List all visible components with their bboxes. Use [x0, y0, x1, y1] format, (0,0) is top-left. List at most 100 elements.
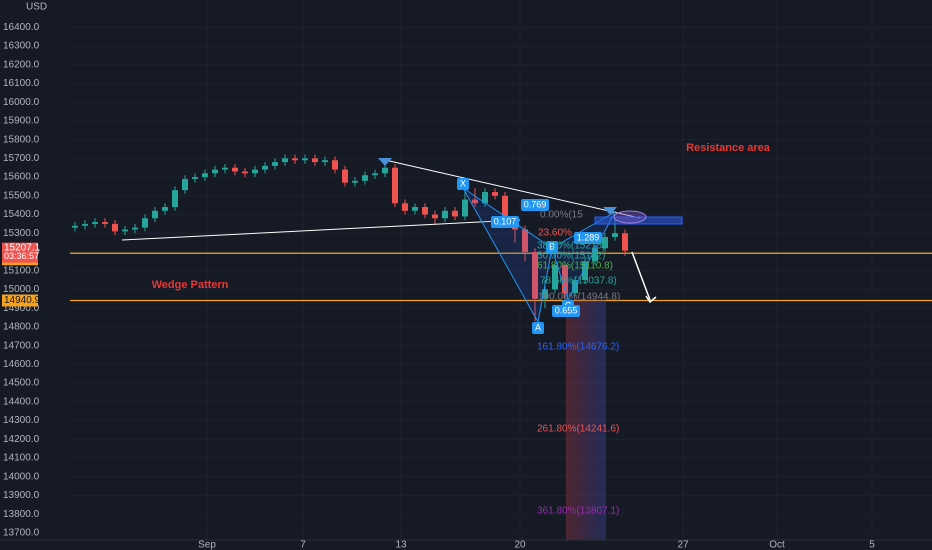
x-tick-label: Sep [198, 540, 216, 550]
pattern-label: B [549, 241, 555, 251]
candle-body [362, 175, 368, 181]
candle-body [132, 227, 138, 230]
fib-label: 161.80%(14676.2) [537, 342, 619, 353]
y-tick-label: 15000.0 [3, 284, 40, 295]
y-tick-label: 16300.0 [3, 41, 40, 52]
candle-body [102, 222, 108, 224]
countdown: 03:36:57 [4, 251, 39, 261]
y-tick-label: 13800.0 [3, 509, 40, 520]
resistance-box [594, 216, 683, 225]
x-tick-label: 27 [677, 540, 689, 550]
arrow-head [645, 295, 657, 304]
candle-body [182, 178, 188, 191]
pattern-label: 0.107 [494, 216, 517, 226]
candle-body [412, 207, 418, 211]
projection-band [566, 300, 606, 540]
y-tick-label: 14600.0 [3, 359, 40, 370]
y-tick-label: 16400.0 [3, 22, 40, 33]
candle-body [402, 203, 408, 211]
candle-body [92, 222, 98, 224]
pattern-tag [532, 322, 544, 334]
candle-body [142, 218, 148, 228]
pattern-label: A [535, 322, 541, 332]
candle-body [352, 180, 358, 183]
candle-body [382, 167, 388, 174]
candle-body [622, 233, 628, 251]
fib-label: 50.00%(15162) [537, 251, 605, 262]
y-tick-label: 15400.0 [3, 209, 40, 220]
y-tick-label: 14900.0 [3, 303, 40, 314]
level-label: 14940.9 [4, 295, 41, 306]
last-price-tag [2, 242, 38, 263]
x-tick-label: 5 [869, 540, 875, 550]
candle-body [152, 210, 158, 219]
candle-body [422, 207, 428, 215]
candle-body [292, 158, 298, 161]
candle-body [462, 199, 468, 217]
pattern-tag [491, 216, 519, 228]
x-tick-label: 7 [300, 540, 306, 550]
candle-body [532, 251, 538, 299]
candle-body [582, 261, 588, 281]
y-tick-label: 14700.0 [3, 340, 40, 351]
annotation: Wedge Pattern [152, 279, 229, 291]
y-tick-label: 15300.0 [3, 228, 40, 239]
candle-body [522, 229, 528, 252]
candle-body [122, 229, 128, 232]
y-tick-label: 14100.0 [3, 453, 40, 464]
fib-label: 261.80%(14241.6) [537, 424, 619, 435]
candle-body [552, 265, 558, 290]
last-price: 15207.1 [4, 242, 41, 253]
y-tick-label: 13900.0 [3, 490, 40, 501]
x-tick-label: 20 [514, 540, 526, 550]
candle-body [332, 160, 338, 170]
candle-body [282, 158, 288, 163]
candle-body [222, 167, 228, 170]
candle-body [432, 214, 438, 219]
candle-body [602, 237, 608, 249]
grid [70, 0, 932, 540]
y-tick-label: 14200.0 [3, 434, 40, 445]
fib-label: 361.80%(13807.1) [537, 506, 619, 517]
resistance-circle [613, 210, 647, 224]
y-tick-label: 14400.0 [3, 396, 40, 407]
candle-body [562, 265, 568, 294]
candle-body [202, 173, 208, 178]
wedge-top [384, 159, 641, 219]
y-tick-label: 15600.0 [3, 172, 40, 183]
fib-label: 61.80%(15110.8) [537, 261, 613, 272]
x-tick-label: 13 [395, 540, 407, 550]
fib-label: 0.00%(15 [540, 210, 583, 221]
annotation: Resistance area [686, 142, 771, 154]
candle-body [342, 169, 348, 183]
pattern-tag [457, 178, 469, 190]
pattern-label: 0.769 [524, 199, 547, 209]
y-tick-label: 16200.0 [3, 59, 40, 70]
fib-label: 100.00%(14944.8) [538, 292, 620, 303]
fib-label: 78.60%(15037.8) [540, 276, 617, 287]
y-tick-label: 15100.0 [3, 265, 40, 276]
y-tick-label: 15500.0 [3, 190, 40, 201]
candle-body [232, 167, 238, 172]
pattern-tag [574, 232, 602, 244]
candle-body [252, 169, 258, 174]
y-tick-label: 16100.0 [3, 78, 40, 89]
y-tick-label: 15800.0 [3, 134, 40, 145]
pattern-tag [521, 199, 549, 211]
candle-body [482, 192, 488, 204]
axis: 13700.0 13800.0 13900.0 14000.0 14100.0 14200… [2, 22, 875, 550]
candle-body [112, 223, 118, 232]
candle-body [172, 190, 178, 208]
candle-body [612, 233, 618, 238]
y-tick-label: 13700.0 [3, 528, 40, 539]
candle-body [262, 165, 268, 170]
pattern-label: X [460, 178, 466, 188]
y-tick-label: 14500.0 [3, 378, 40, 389]
candle-body [392, 167, 398, 204]
y-tick-label: 14300.0 [3, 415, 40, 426]
candle-body [242, 171, 248, 174]
y-tick-label: 15900.0 [3, 116, 40, 127]
candle-body [502, 195, 508, 223]
